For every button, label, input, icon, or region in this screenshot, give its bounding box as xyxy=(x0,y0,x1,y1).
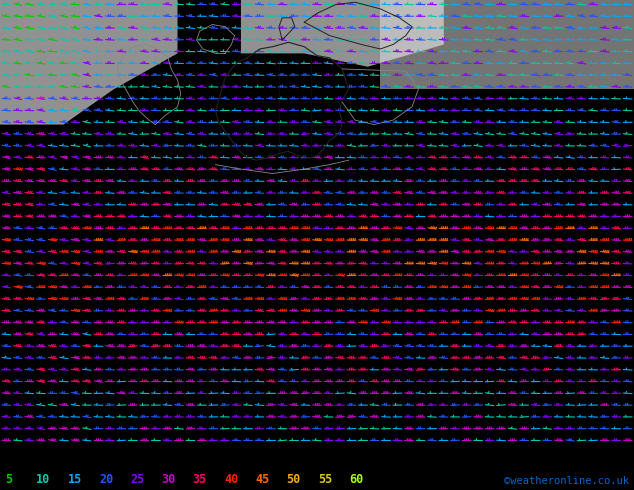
Text: 60: 60 xyxy=(349,473,363,487)
Text: Wind 850 hPa [kts] COAMPS: Wind 850 hPa [kts] COAMPS xyxy=(5,453,177,463)
Text: 40: 40 xyxy=(224,473,238,487)
Text: 45: 45 xyxy=(256,473,269,487)
Text: 35: 35 xyxy=(193,473,207,487)
Polygon shape xyxy=(0,0,178,124)
Text: 30: 30 xyxy=(162,473,176,487)
Polygon shape xyxy=(380,0,634,89)
Text: 55: 55 xyxy=(318,473,332,487)
Text: 15: 15 xyxy=(68,473,82,487)
Text: 10: 10 xyxy=(36,473,51,487)
Polygon shape xyxy=(241,0,444,67)
Text: ©weatheronline.co.uk: ©weatheronline.co.uk xyxy=(504,476,629,487)
Text: 20: 20 xyxy=(99,473,113,487)
Text: 5: 5 xyxy=(5,473,12,487)
Text: 50: 50 xyxy=(287,473,301,487)
Text: Fr 27-09-2024 00:00 UTC (12+84): Fr 27-09-2024 00:00 UTC (12+84) xyxy=(416,453,629,463)
Text: 25: 25 xyxy=(130,473,145,487)
